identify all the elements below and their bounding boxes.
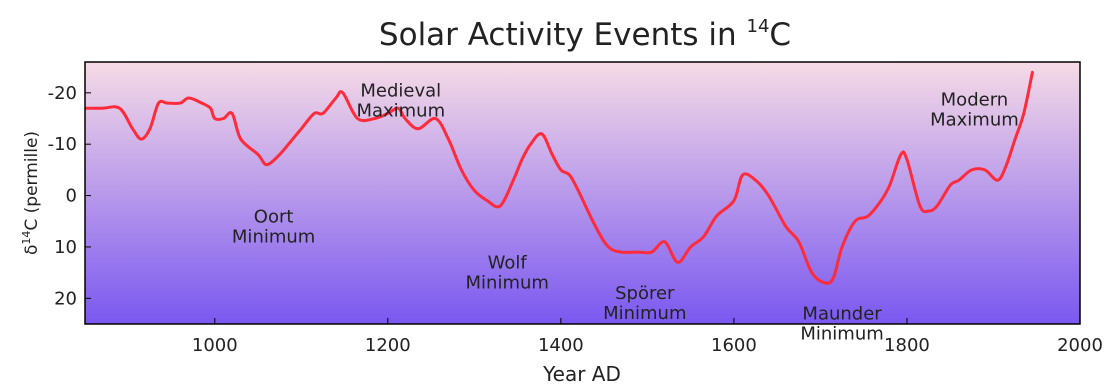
y-axis-label: δ14C (permille): [20, 131, 42, 255]
x-tick-label: 1200: [365, 335, 411, 356]
y-axis: -20 -10 0 10 20: [48, 83, 91, 309]
y-tick-label: 0: [66, 186, 77, 207]
event-annotation: Spörer Minimum: [603, 283, 686, 324]
delta14c-series-line: [85, 70, 1034, 285]
solar-event-annotations: Medieval Maximum Oort Minimum Wolf Minimum Spö…: [232, 81, 1019, 345]
x-tick-label: 1400: [538, 335, 584, 356]
y-tick-label: 20: [54, 288, 77, 309]
event-annotation: Medieval Maximum: [356, 81, 445, 122]
event-annotation: Maunder Minimum: [800, 303, 883, 344]
x-tick-label: 1800: [884, 335, 930, 356]
x-axis-label: Year AD: [542, 362, 621, 386]
event-annotation: Wolf Minimum: [466, 253, 549, 294]
y-tick-label: -10: [48, 134, 77, 155]
x-tick-label: 1600: [711, 335, 757, 356]
event-annotation: Oort Minimum: [232, 206, 315, 247]
event-annotation: Modern Maximum: [930, 89, 1019, 130]
x-tick-label: 2000: [1057, 335, 1103, 356]
plot-frame: [84, 61, 1081, 325]
x-tick-label: 1000: [192, 335, 238, 356]
y-tick-label: 10: [54, 237, 77, 258]
chart-title: Solar Activity Events in 14C: [379, 16, 791, 53]
y-tick-label: -20: [48, 83, 77, 104]
plot-background: [85, 62, 1080, 324]
x-axis: 1000 1200 1400 1600 1800 2000: [192, 318, 1103, 356]
